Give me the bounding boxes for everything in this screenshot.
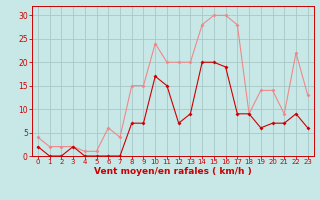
X-axis label: Vent moyen/en rafales ( km/h ): Vent moyen/en rafales ( km/h ) xyxy=(94,167,252,176)
